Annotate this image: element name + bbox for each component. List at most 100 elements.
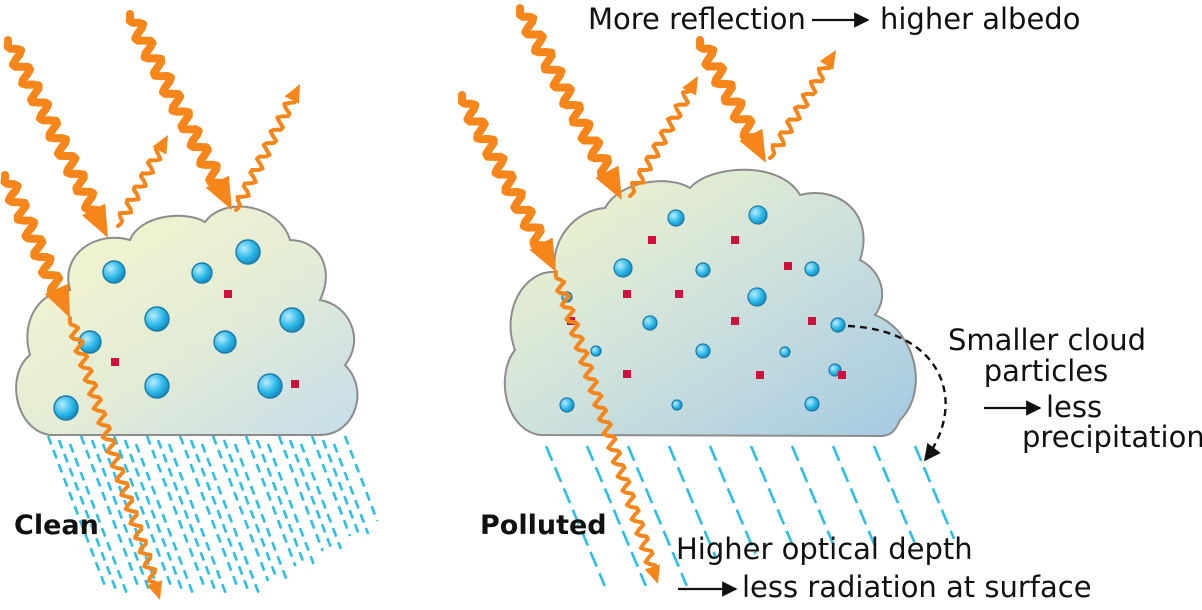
cloud-droplet [144, 373, 170, 399]
aerosol-particle [291, 380, 299, 388]
cloud-droplet [191, 262, 213, 284]
aerosol-particle [808, 317, 816, 325]
aerosol-particle [648, 236, 656, 244]
aerosol-particle [756, 371, 764, 379]
cloud-polluted [503, 168, 917, 438]
rain-streak [222, 439, 279, 581]
rain-streak [310, 435, 352, 537]
aerosol-particles-clean [111, 290, 299, 388]
incoming-sunlight-ray [695, 36, 766, 163]
cloud-droplet [613, 258, 633, 278]
aerosol-particle [623, 290, 631, 298]
rain-streak [211, 435, 270, 582]
label-smaller-cloud: Smaller cloud [948, 323, 1147, 357]
label-less: less [1046, 390, 1103, 424]
rain-streak [123, 439, 184, 591]
cloud-droplet [279, 307, 305, 333]
rain-streak [831, 445, 876, 546]
cloud-droplet [642, 315, 658, 331]
rain-streak [544, 445, 606, 587]
label-polluted: Polluted [480, 510, 607, 541]
label-precipitation: precipitation [1022, 420, 1202, 454]
reflected-sunlight-ray [768, 50, 836, 160]
cloud-droplet [671, 399, 683, 411]
reflected-sunlight-ray [628, 76, 698, 198]
cloud-droplet [804, 261, 820, 277]
rain-streak [145, 435, 206, 587]
rain-streak [134, 443, 195, 595]
rain-streak [288, 439, 334, 551]
rain-streak [332, 443, 370, 535]
rain-streak [178, 435, 239, 587]
label-particles: particles [983, 354, 1109, 388]
incoming-sunlight-ray [125, 10, 232, 210]
cloud-droplet [695, 343, 711, 359]
aerosol-particle [731, 317, 739, 325]
cloud-droplet [213, 330, 237, 354]
rain-streak [667, 445, 717, 558]
cloud-droplet [78, 330, 102, 354]
incoming-sunlight-ray [515, 4, 622, 200]
rain-streaks-polluted [544, 445, 956, 587]
label-more-reflection: More reflection [588, 2, 806, 36]
cloud-droplet [235, 239, 261, 265]
rain-streak [749, 445, 797, 552]
label-higher-albedo: higher albedo [880, 2, 1081, 36]
cloud-droplets-clean [53, 239, 305, 421]
incoming-sunlight-ray [3, 36, 108, 238]
rain-streak [277, 435, 324, 552]
rain-streak [233, 443, 288, 580]
cloud-droplet [804, 396, 820, 412]
rain-streak [790, 445, 837, 549]
rain-streak [585, 445, 647, 587]
rain-streak [299, 443, 343, 550]
rain-streak [626, 445, 688, 587]
cloud-droplet [144, 306, 170, 332]
sunlight-rays [0, 4, 836, 600]
transmitted-sunlight-ray [67, 316, 163, 600]
rain-streak [708, 445, 757, 555]
rain-streak [167, 443, 228, 595]
cloud-droplet [830, 317, 846, 333]
cloud-droplet [667, 209, 685, 227]
rain-streak [156, 439, 217, 591]
transmitted-sunlight-ray [553, 270, 660, 584]
label-less-radiation: less radiation at surface [742, 570, 1092, 604]
rain-streak [79, 435, 140, 587]
cloud-droplet [53, 395, 79, 421]
rain-streaks-clean [46, 435, 379, 595]
rain-streak [57, 439, 118, 591]
reflected-sunlight-ray [116, 135, 168, 228]
aerosol-particle [623, 370, 631, 378]
rain-streak [200, 443, 261, 595]
aerosol-particle [224, 290, 232, 298]
rain-streak [255, 439, 306, 566]
incoming-sunlight-ray [0, 171, 70, 318]
cloud-droplet [102, 260, 126, 284]
rain-streak [68, 443, 129, 595]
rain-streak [872, 445, 916, 543]
incoming-sunlight-ray [457, 91, 556, 272]
cloud-droplet [257, 373, 283, 399]
label-clean: Clean [14, 510, 99, 541]
aerosol-particle [838, 371, 846, 379]
rain-streak [189, 439, 250, 591]
cloud-droplet [695, 262, 711, 278]
rain-streak [244, 435, 297, 567]
rain-streak [266, 443, 315, 565]
dashed-curved-arrow-icon [847, 324, 947, 462]
cloud-droplet [779, 346, 791, 358]
cloud-droplet [748, 205, 768, 225]
rain-streak [343, 435, 379, 522]
rain-streak [46, 435, 107, 587]
cloud-droplet [590, 345, 602, 357]
label-higher-optical-depth: Higher optical depth [676, 532, 973, 566]
rain-streak [112, 435, 173, 587]
rain-streak [90, 439, 151, 591]
cloud-droplet [747, 287, 767, 307]
aerosol-particle [784, 262, 792, 270]
aerosol-particle [731, 236, 739, 244]
aerosol-particle [111, 358, 119, 366]
